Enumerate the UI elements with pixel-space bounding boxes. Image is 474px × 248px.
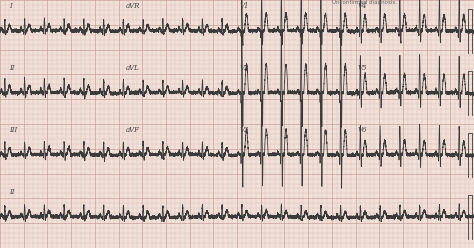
Text: V1: V1 (239, 2, 249, 10)
Text: III: III (9, 126, 18, 134)
Text: aVL: aVL (126, 64, 139, 72)
Text: V3: V3 (239, 126, 249, 134)
Text: aVR: aVR (126, 2, 140, 10)
Text: V2: V2 (239, 64, 249, 72)
Text: V4: V4 (358, 2, 367, 10)
Text: II: II (9, 188, 15, 196)
Text: Unconfirmed diagnosis.: Unconfirmed diagnosis. (332, 0, 397, 5)
Text: V6: V6 (358, 126, 367, 134)
Text: II: II (9, 64, 15, 72)
Text: aVF: aVF (126, 126, 140, 134)
Text: I: I (9, 2, 12, 10)
Text: V5: V5 (358, 64, 367, 72)
